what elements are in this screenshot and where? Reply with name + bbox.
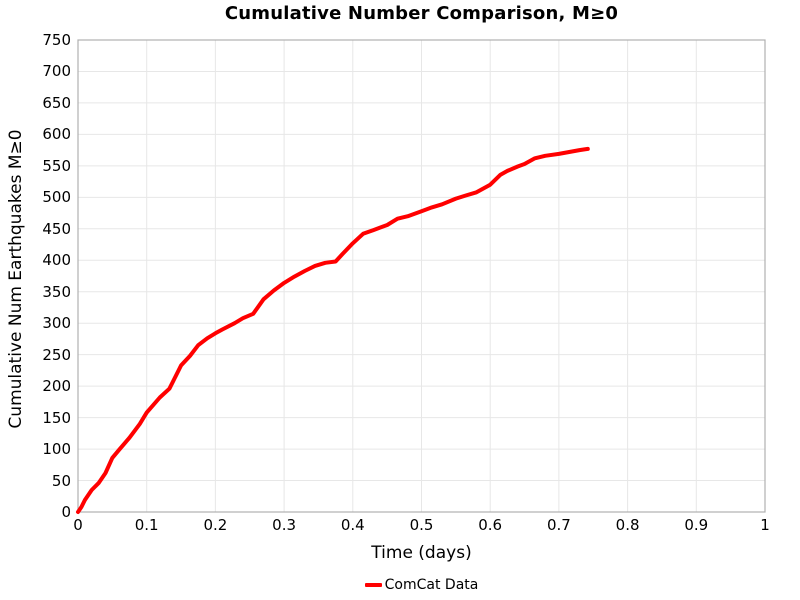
y-tick-label: 450 [42, 219, 71, 238]
y-tick-label: 750 [42, 31, 71, 49]
x-tick-label: 0.7 [546, 516, 571, 534]
x-tick-label: 0.1 [134, 516, 159, 534]
legend-series-label: ComCat Data [384, 577, 479, 593]
y-tick-label: 150 [42, 408, 71, 427]
plot-border [77, 39, 766, 513]
x-tick-label: 0.4 [340, 516, 365, 534]
y-tick-label: 50 [51, 471, 71, 490]
y-tick-label: 0 [61, 503, 71, 521]
y-tick-label: 200 [42, 377, 71, 396]
y-tick-label: 250 [42, 345, 71, 364]
x-tick-label: 0.2 [203, 516, 228, 534]
y-tick-label: 650 [42, 93, 71, 112]
y-axis-label: Cumulative Num Earthquakes M≥0 [6, 129, 26, 429]
y-tick-label: 350 [42, 282, 71, 301]
y-tick-label: 300 [42, 314, 71, 333]
x-tick-label: 1 [760, 516, 770, 534]
y-tick-label: 500 [42, 188, 71, 207]
y-tick-label: 700 [42, 62, 71, 81]
chart-title: Cumulative Number Comparison, M≥0 [224, 3, 619, 24]
y-tick-label: 550 [42, 156, 71, 175]
y-tick-label: 100 [42, 440, 71, 459]
x-tick-label: 0.5 [409, 516, 434, 534]
legend-line-swatch [364, 583, 382, 587]
legend: ComCat Data [78, 575, 765, 595]
x-tick-label: 0 [73, 516, 83, 534]
x-axis-label: Time (days) [371, 543, 472, 563]
x-tick-label: 0.3 [272, 516, 297, 534]
y-tick-label: 400 [42, 251, 71, 270]
x-tick-label: 0.9 [684, 516, 709, 534]
y-tick-label: 600 [42, 125, 71, 144]
x-tick-label: 0.8 [615, 516, 640, 534]
x-tick-label: 0.6 [478, 516, 503, 534]
comcat-data-series-line [76, 146, 590, 514]
